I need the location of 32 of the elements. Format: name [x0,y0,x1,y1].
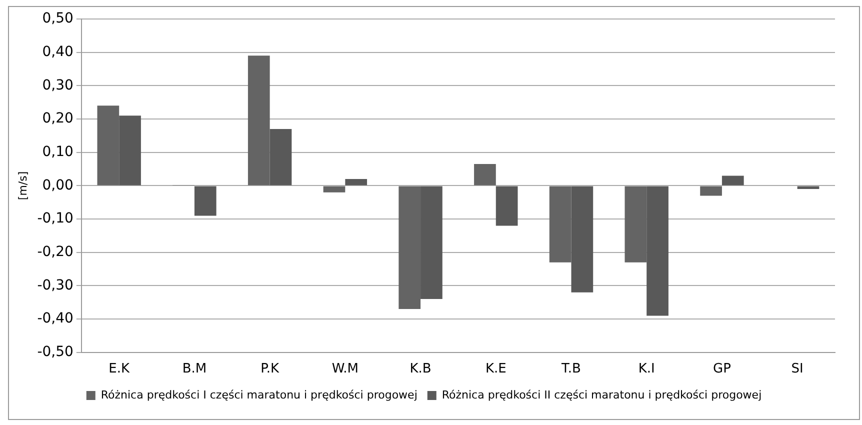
bar [323,186,346,192]
x-tick-label: T.B [560,362,581,377]
y-tick-label: -0,50 [37,344,74,360]
bar [797,186,820,190]
y-tick-label: 0,10 [42,144,74,160]
y-tick-label: 0,20 [42,110,74,127]
y-tick-label: 0,50 [42,10,74,27]
bar [345,179,368,186]
x-tick-label: B.M [182,362,207,377]
x-tick-label: E.K [108,362,130,377]
x-tick-label: K.I [638,362,655,377]
x-tick-label: K.B [410,362,432,377]
legend-label: Różnica prędkości I części maratonu i prędkości progowej [100,388,418,402]
y-tick-label: -0,10 [37,210,74,227]
y-tick-label: 0,40 [42,44,74,60]
y-tick-label: -0,40 [37,310,74,327]
y-tick-label: -0,30 [37,277,74,294]
bar [194,186,216,216]
y-tick-label: 0,00 [42,177,74,194]
legend-label: Różnica prędkości II części maratonu i prędkości progowej [442,388,762,402]
bar [496,186,518,226]
y-tick-label: -0,20 [37,244,74,260]
x-tick-label: P.K [260,362,280,377]
y-tick-label: 0,30 [42,77,74,94]
bar [722,176,744,186]
bar [700,186,722,196]
x-tick-label: SI [791,362,804,377]
y-axis-title: [m/s] [16,171,30,200]
x-tick-label: GP [713,362,732,377]
x-tick-label: K.E [485,362,506,377]
bar [474,164,496,186]
x-tick-label: W.M [332,362,359,377]
